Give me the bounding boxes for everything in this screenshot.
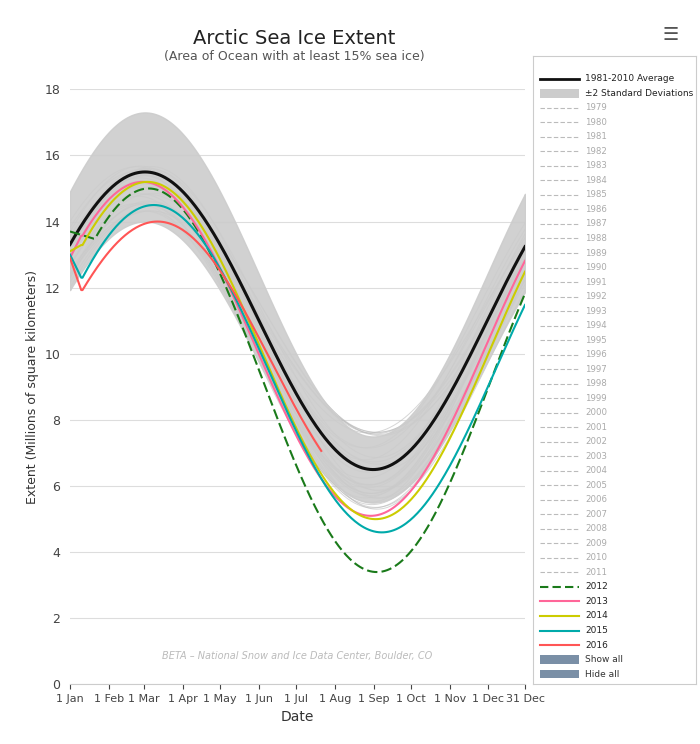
Text: (Area of Ocean with at least 15% sea ice): (Area of Ocean with at least 15% sea ice… xyxy=(164,51,424,63)
X-axis label: Date: Date xyxy=(281,710,314,724)
Text: Show all: Show all xyxy=(585,655,624,664)
Text: 1985: 1985 xyxy=(585,190,607,199)
Text: 1981: 1981 xyxy=(585,132,607,141)
Text: 1982: 1982 xyxy=(585,147,607,156)
Text: 2009: 2009 xyxy=(585,539,607,548)
Text: 1989: 1989 xyxy=(585,248,607,257)
Text: Hide all: Hide all xyxy=(585,670,620,679)
FancyBboxPatch shape xyxy=(540,89,579,97)
Text: 2010: 2010 xyxy=(585,554,608,562)
Text: 2002: 2002 xyxy=(585,437,608,446)
Text: 2014: 2014 xyxy=(585,612,608,620)
Text: 1998: 1998 xyxy=(585,379,607,388)
Text: 2003: 2003 xyxy=(585,452,608,461)
Text: ±2 Standard Deviations: ±2 Standard Deviations xyxy=(585,89,694,97)
Text: 1993: 1993 xyxy=(585,307,607,315)
Text: 2012: 2012 xyxy=(585,583,608,591)
Text: ☰: ☰ xyxy=(663,26,679,44)
Text: 1981-2010 Average: 1981-2010 Average xyxy=(585,74,675,83)
Text: 2008: 2008 xyxy=(585,525,608,533)
Text: 1995: 1995 xyxy=(585,336,607,344)
Text: 2007: 2007 xyxy=(585,510,608,519)
Text: 2004: 2004 xyxy=(585,466,608,475)
Text: 2013: 2013 xyxy=(585,597,608,606)
Text: 1986: 1986 xyxy=(585,205,607,214)
Text: 2011: 2011 xyxy=(585,568,608,577)
Text: 2001: 2001 xyxy=(585,423,608,432)
Text: 1990: 1990 xyxy=(585,263,607,272)
Text: 2005: 2005 xyxy=(585,481,608,490)
Text: 1997: 1997 xyxy=(585,365,607,373)
Text: 1991: 1991 xyxy=(585,278,607,286)
Text: 2006: 2006 xyxy=(585,496,608,504)
Text: 2015: 2015 xyxy=(585,626,608,635)
Text: 1999: 1999 xyxy=(585,394,607,403)
Text: 1994: 1994 xyxy=(585,321,607,330)
Text: 1988: 1988 xyxy=(585,234,607,243)
Text: 1984: 1984 xyxy=(585,176,607,185)
Text: 1996: 1996 xyxy=(585,350,607,359)
Y-axis label: Extent (Millions of square kilometers): Extent (Millions of square kilometers) xyxy=(26,270,38,504)
Text: 1992: 1992 xyxy=(585,292,607,301)
Text: 1979: 1979 xyxy=(585,103,607,112)
FancyBboxPatch shape xyxy=(540,670,579,679)
Text: 1983: 1983 xyxy=(585,161,607,170)
Text: BETA – National Snow and Ice Data Center, Boulder, CO: BETA – National Snow and Ice Data Center… xyxy=(162,651,433,661)
Text: 1987: 1987 xyxy=(585,219,607,228)
Text: Arctic Sea Ice Extent: Arctic Sea Ice Extent xyxy=(193,29,396,48)
Text: 1980: 1980 xyxy=(585,118,607,126)
FancyBboxPatch shape xyxy=(540,655,579,664)
Text: 2000: 2000 xyxy=(585,408,608,417)
Text: 2016: 2016 xyxy=(585,641,608,650)
